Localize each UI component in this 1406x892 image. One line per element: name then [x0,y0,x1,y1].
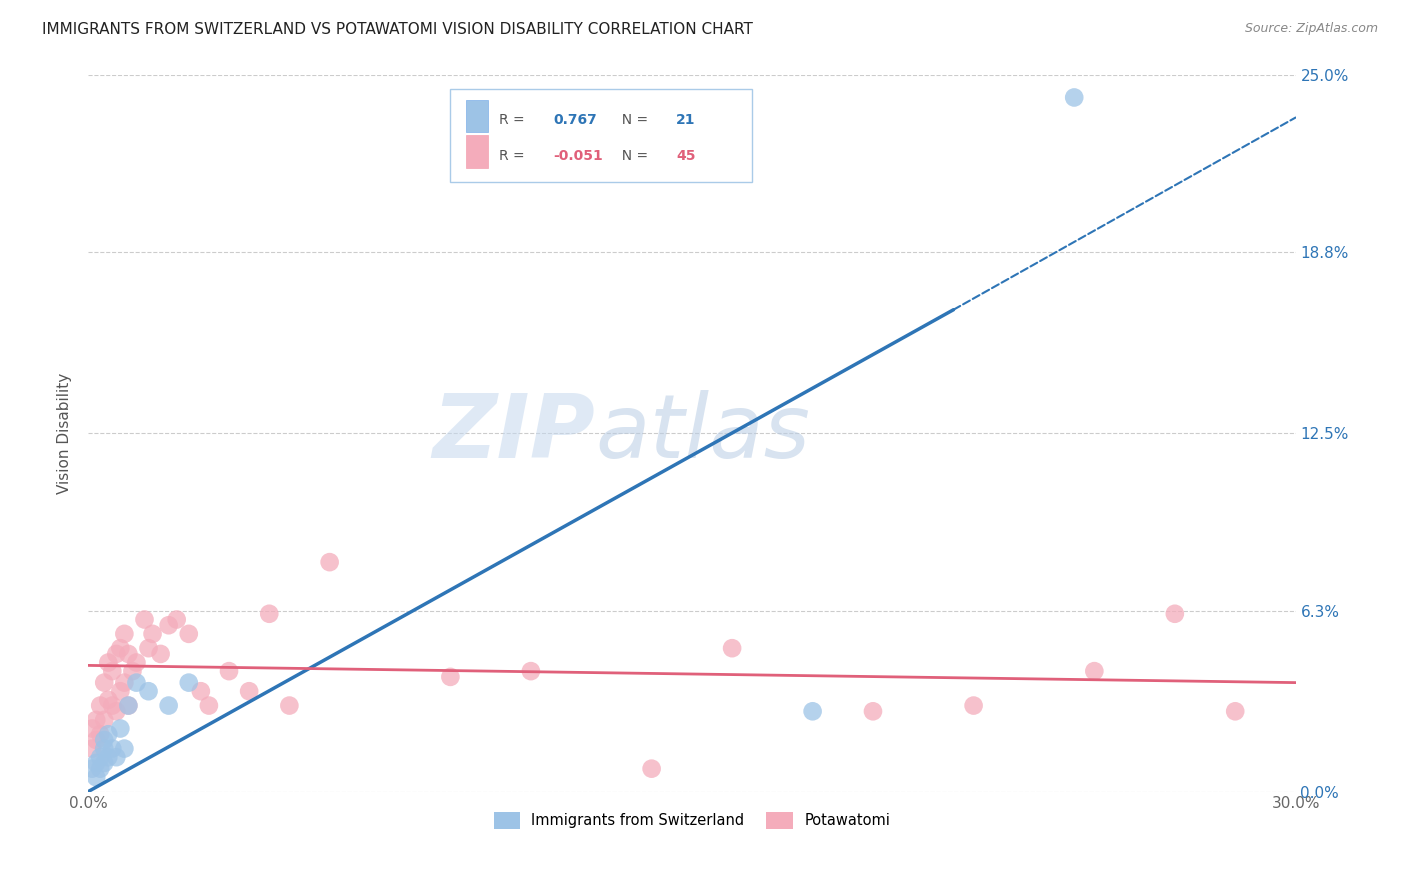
Point [112,675,135,690]
Point [82,722,104,736]
Point [439,670,461,684]
Point [117,698,139,713]
Point [121,664,143,678]
Point [1225,704,1247,718]
Point [105,750,128,764]
Point [190,684,212,698]
Point [110,722,132,736]
Point [640,762,662,776]
Text: Source: ZipAtlas.com: Source: ZipAtlas.com [1244,22,1378,36]
Point [84,713,107,727]
Legend: Immigrants from Switzerland, Potawatomi: Immigrants from Switzerland, Potawatomi [488,806,896,835]
FancyBboxPatch shape [450,89,752,182]
Point [89,750,111,764]
Point [862,704,884,718]
FancyBboxPatch shape [465,136,488,168]
Point [157,698,180,713]
Point [82,741,104,756]
Text: 45: 45 [676,149,696,162]
Point [105,647,128,661]
Point [84,756,107,770]
Point [97,750,120,764]
Point [89,727,111,741]
Text: atlas: atlas [595,390,810,476]
Point [105,704,128,718]
Point [97,693,120,707]
Point [93,741,115,756]
Point [125,675,148,690]
Point [112,627,135,641]
Point [89,762,111,776]
Point [93,675,115,690]
Point [84,770,107,784]
Text: R =: R = [499,149,529,162]
Text: -0.051: -0.051 [553,149,603,162]
Point [125,656,148,670]
Point [721,641,744,656]
Point [112,741,135,756]
Point [101,698,124,713]
Point [89,698,111,713]
Point [238,684,260,698]
Point [1063,90,1085,104]
Point [117,647,139,661]
Point [97,656,120,670]
Point [101,664,124,678]
Point [110,684,132,698]
Point [1083,664,1105,678]
Point [101,741,124,756]
Point [93,733,115,747]
Point [198,698,221,713]
Point [166,613,188,627]
Point [138,684,160,698]
Point [110,641,132,656]
Point [1164,607,1187,621]
Point [149,647,172,661]
Point [93,713,115,727]
Point [177,627,200,641]
Point [278,698,301,713]
Point [318,555,340,569]
Point [93,756,115,770]
Point [259,607,281,621]
Y-axis label: Vision Disability: Vision Disability [58,373,72,493]
Text: ZIP: ZIP [433,390,595,476]
Point [177,675,200,690]
Point [520,664,543,678]
Point [138,641,160,656]
Point [82,762,104,776]
Point [962,698,984,713]
Point [134,613,156,627]
Point [84,733,107,747]
FancyBboxPatch shape [465,100,488,132]
Point [218,664,240,678]
Text: R =: R = [499,112,529,127]
Point [157,618,180,632]
Text: 21: 21 [676,112,696,127]
Text: 0.767: 0.767 [553,112,596,127]
Text: N =: N = [613,149,652,162]
Point [141,627,163,641]
Point [801,704,824,718]
Point [117,698,139,713]
Point [97,727,120,741]
Text: IMMIGRANTS FROM SWITZERLAND VS POTAWATOMI VISION DISABILITY CORRELATION CHART: IMMIGRANTS FROM SWITZERLAND VS POTAWATOM… [42,22,754,37]
Text: N =: N = [613,112,652,127]
